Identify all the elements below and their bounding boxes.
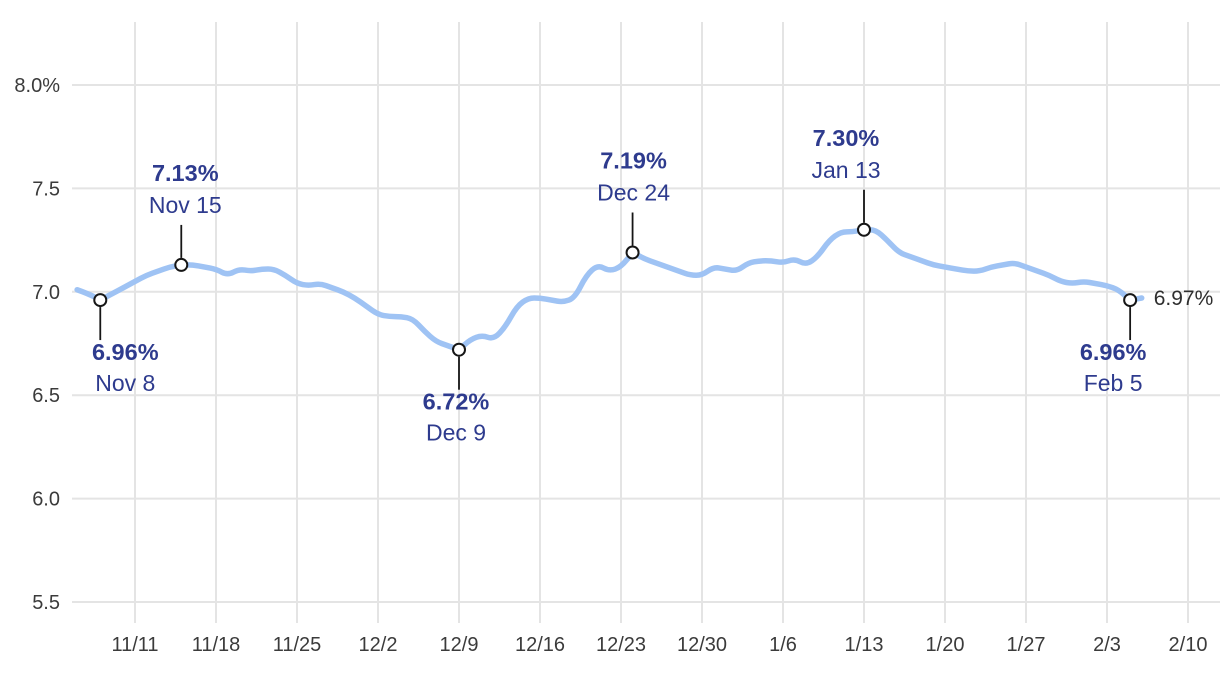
- x-tick-label: 1/27: [1007, 634, 1046, 656]
- x-tick-label: 12/23: [596, 634, 646, 656]
- annotation-date: Jan 13: [811, 157, 880, 183]
- x-tick-label: 2/3: [1093, 634, 1121, 656]
- x-tick-label: 11/18: [192, 634, 241, 656]
- latest-rate-label: 6.97%: [1154, 287, 1214, 310]
- data-point-marker[interactable]: [93, 293, 108, 308]
- x-tick-label: 2/10: [1169, 634, 1208, 656]
- y-tick-label: 8.0%: [14, 75, 60, 97]
- annotation-value: 7.19%: [600, 148, 667, 174]
- axis-layer: 11/11 11/18 11/25 12/2 12/9 12/16 12/23 12/30 1/…: [14, 75, 1207, 656]
- annotation-value: 7.30%: [813, 125, 880, 151]
- x-tick-label: 11/11: [111, 634, 158, 656]
- data-point-marker[interactable]: [174, 257, 189, 272]
- annotation-date: Nov 8: [95, 370, 155, 396]
- x-tick-label: 12/2: [359, 634, 398, 656]
- series-layer: [74, 227, 1145, 351]
- grid-layer: [72, 22, 1220, 623]
- data-point-marker[interactable]: [1123, 293, 1138, 308]
- annotation-value: 6.96%: [92, 339, 159, 365]
- x-tick-label: 11/25: [273, 634, 322, 656]
- x-tick-label: 12/30: [677, 634, 727, 656]
- y-tick-label: 7.0: [32, 282, 60, 304]
- annotation-date: Feb 5: [1084, 370, 1143, 396]
- x-tick-label: 1/20: [926, 634, 965, 656]
- annotation-value: 7.13%: [152, 160, 219, 186]
- x-tick-label: 1/13: [845, 634, 884, 656]
- data-point-marker[interactable]: [857, 222, 871, 237]
- data-point-marker[interactable]: [452, 342, 466, 357]
- rate-line: [74, 227, 1145, 351]
- x-tick-label: 1/6: [769, 634, 797, 656]
- y-tick-label: 6.5: [32, 385, 60, 407]
- x-tick-label: 12/16: [515, 634, 565, 656]
- annotation-layer: 6.97% 6.96% Nov 8 Nov 15 7.13% 6.72% Dec 9 Dec …: [92, 125, 1213, 446]
- y-tick-label: 5.5: [32, 592, 60, 614]
- annotation-date: Dec 24: [597, 180, 670, 206]
- y-tick-label: 6.0: [32, 489, 60, 511]
- data-point-marker[interactable]: [625, 245, 640, 260]
- annotation-date: Dec 9: [426, 420, 486, 446]
- annotation-value: 6.72%: [423, 389, 490, 415]
- annotation-date: Nov 15: [149, 192, 222, 218]
- annotation-value: 6.96%: [1080, 339, 1147, 365]
- x-tick-label: 12/9: [440, 634, 479, 656]
- y-tick-label: 7.5: [32, 178, 60, 200]
